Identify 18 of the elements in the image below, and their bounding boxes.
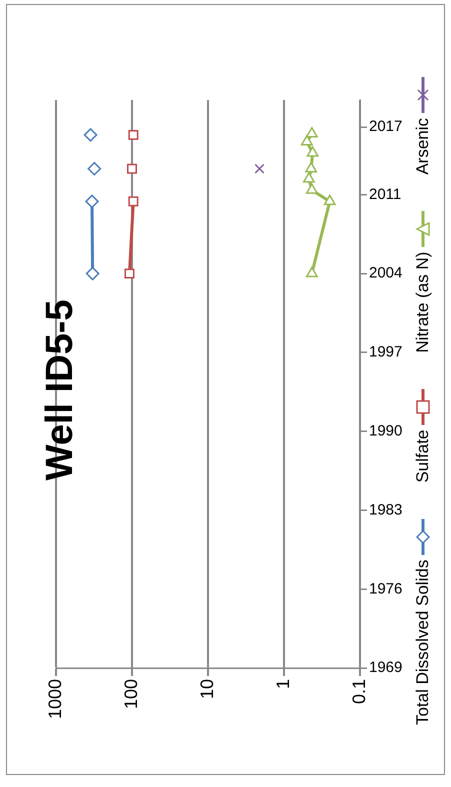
text: Well ID5-5 <box>38 298 82 482</box>
y-tick-label: 1976 <box>369 580 402 598</box>
y-tick-label: 1983 <box>369 501 402 518</box>
y-tick-label: 1990 <box>369 422 402 440</box>
x-tick-label: 1 <box>272 679 293 690</box>
legend-label: Arsenic <box>413 118 433 175</box>
x-tick-label: 100 <box>120 679 141 710</box>
y-tick-label: 1997 <box>369 344 402 361</box>
legend-label: Nitrate (as N) <box>413 252 433 353</box>
x-tick-label: 0.1 <box>348 679 369 704</box>
y-tick-label: 2011 <box>369 186 402 203</box>
x-tick-label: 1000 <box>44 679 65 720</box>
y-tick-label: 2004 <box>369 264 402 282</box>
legend-label: Sulfate <box>413 430 433 483</box>
legend-label: Total Dissolved Solids <box>413 560 433 726</box>
y-tick-label: 2017 <box>369 118 402 136</box>
y-tick-label: 1969 <box>369 659 402 676</box>
x-tick-label: 10 <box>196 679 217 700</box>
